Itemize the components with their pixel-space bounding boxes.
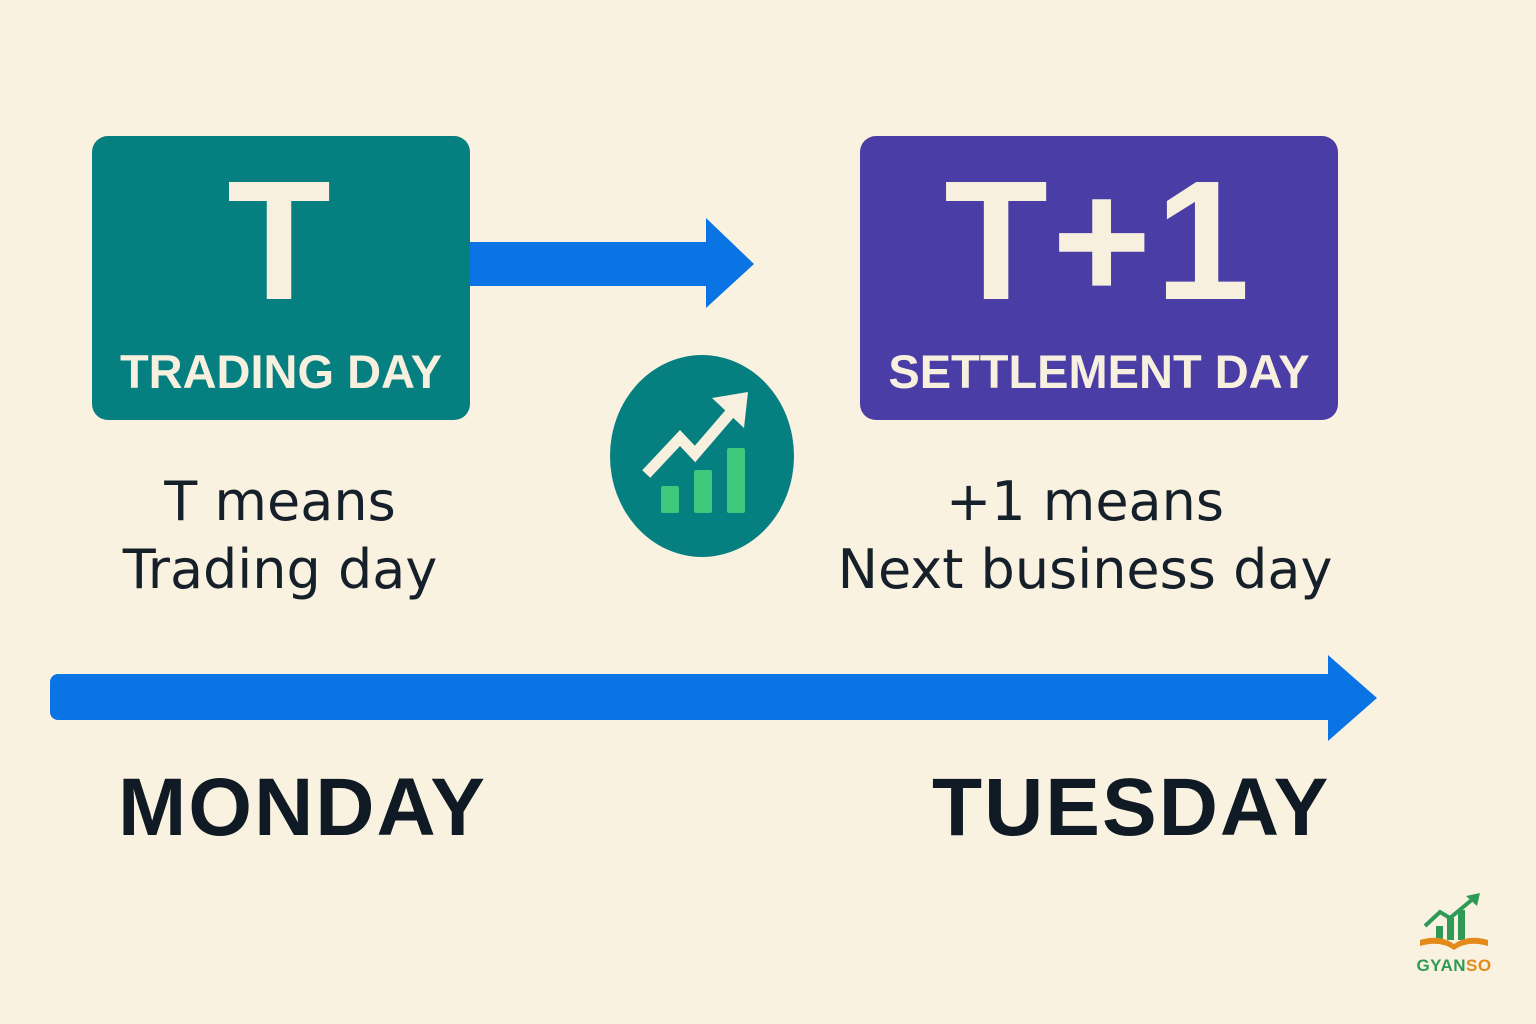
timeline-arrow — [50, 655, 1377, 741]
trading-day-symbol: T — [227, 146, 335, 336]
settlement-day-label: SETTLEMENT DAY — [888, 345, 1310, 398]
settlement-day-caption-line1: +1 means — [945, 470, 1225, 533]
settlement-day-caption-line2: Next business day — [837, 538, 1333, 601]
trading-day-caption-line2: Trading day — [122, 538, 438, 601]
logo-text-part1: GYAN — [1416, 956, 1466, 975]
settlement-day-caption: +1 means Next business day — [800, 468, 1370, 604]
day-label-tuesday: TUESDAY — [932, 762, 1331, 853]
logo-text-part2: SO — [1466, 956, 1492, 975]
logo-text: GYANSO — [1408, 956, 1500, 976]
growth-chart-icon — [610, 355, 794, 557]
settlement-day-symbol: T+1 — [944, 146, 1254, 336]
connector-arrow — [470, 218, 754, 308]
trading-day-box: T TRADING DAY — [92, 136, 470, 420]
trading-day-caption: T means Trading day — [60, 468, 500, 604]
trading-day-caption-line1: T means — [164, 470, 396, 533]
growth-book-logo-icon — [1420, 893, 1488, 950]
day-label-monday: MONDAY — [118, 762, 487, 853]
settlement-day-box: T+1 SETTLEMENT DAY — [860, 136, 1338, 420]
trading-day-label: TRADING DAY — [119, 345, 443, 398]
